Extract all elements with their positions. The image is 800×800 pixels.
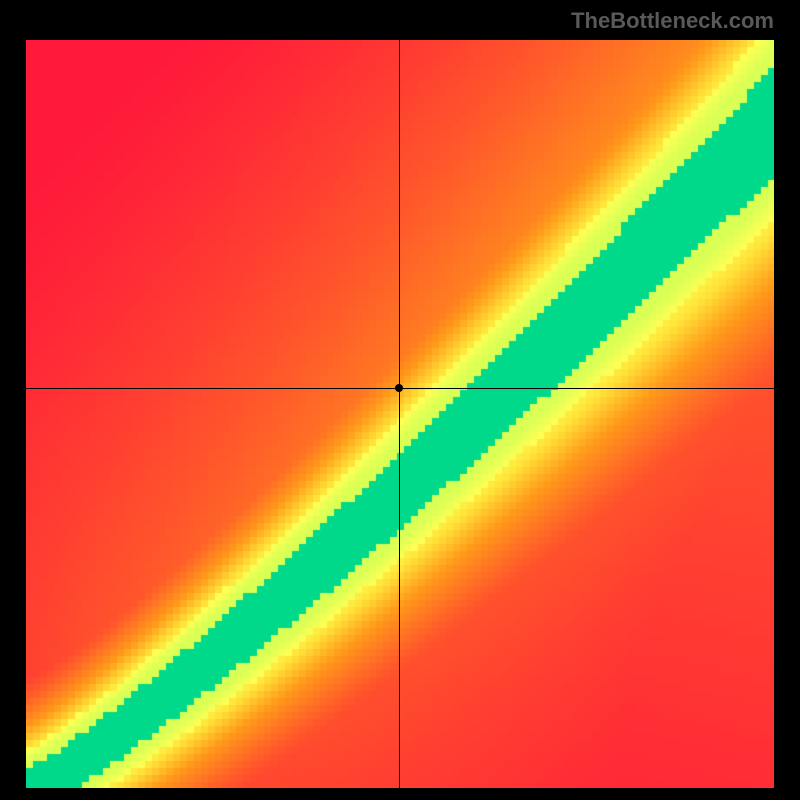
crosshair-marker-dot xyxy=(395,384,403,392)
crosshair-vertical-line xyxy=(399,40,400,788)
chart-frame: TheBottleneck.com xyxy=(0,0,800,800)
heatmap-plot-area xyxy=(26,40,774,788)
heatmap-canvas xyxy=(26,40,774,788)
watermark-text: TheBottleneck.com xyxy=(571,8,774,34)
